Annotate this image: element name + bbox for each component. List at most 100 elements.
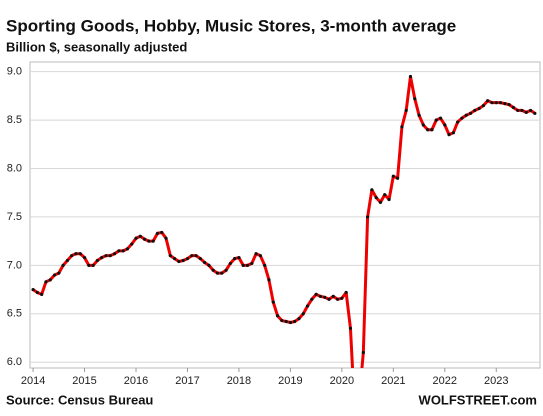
point <box>160 230 164 235</box>
point <box>288 320 293 325</box>
y-tick-label: 6.5 <box>7 308 22 320</box>
point <box>267 278 271 282</box>
point <box>91 263 95 267</box>
point <box>203 260 207 265</box>
point <box>340 296 344 300</box>
point <box>74 252 78 256</box>
point <box>374 195 378 200</box>
point <box>121 249 125 253</box>
point <box>245 263 250 267</box>
point <box>263 263 267 267</box>
point <box>65 258 70 263</box>
point <box>95 258 100 263</box>
point <box>82 256 87 260</box>
point <box>40 292 44 297</box>
point <box>134 236 138 240</box>
y-tick-label: 9.0 <box>7 66 22 78</box>
y-tick-label: 8.5 <box>7 114 22 126</box>
point <box>391 174 395 178</box>
point <box>460 116 464 120</box>
point <box>421 123 425 127</box>
point <box>198 256 202 261</box>
point <box>451 131 455 135</box>
point <box>280 318 284 323</box>
x-tick-label: 2015 <box>72 375 96 387</box>
point <box>378 200 383 205</box>
point <box>177 259 181 264</box>
point <box>344 290 348 295</box>
point <box>528 108 533 113</box>
point <box>293 319 297 324</box>
point <box>211 268 215 272</box>
point <box>413 97 417 101</box>
point <box>473 108 477 113</box>
point <box>511 105 515 110</box>
point <box>408 74 413 79</box>
y-tick-label: 6.0 <box>7 356 22 368</box>
point <box>284 319 288 324</box>
point <box>168 254 172 258</box>
point <box>57 271 61 275</box>
point <box>130 242 134 246</box>
point <box>494 101 498 105</box>
point <box>361 350 365 355</box>
point <box>52 273 57 277</box>
point <box>503 102 507 106</box>
point <box>383 193 387 197</box>
point <box>310 297 314 301</box>
point <box>224 268 228 272</box>
point <box>477 106 481 111</box>
point <box>181 258 185 263</box>
point <box>100 256 104 260</box>
point <box>434 118 438 122</box>
point <box>447 133 451 137</box>
point <box>250 261 254 266</box>
point <box>194 254 198 258</box>
point <box>524 110 528 114</box>
point <box>353 409 356 412</box>
chart-subtitle: Billion $, seasonally adjusted <box>6 39 187 54</box>
point <box>31 287 35 292</box>
point <box>233 256 237 261</box>
x-tick-label: 2017 <box>175 375 199 387</box>
point <box>464 113 468 117</box>
x-tick-label: 2018 <box>227 375 251 387</box>
point <box>486 99 490 103</box>
point <box>173 256 177 261</box>
x-tick-label: 2020 <box>330 375 354 387</box>
chart-title: Sporting Goods, Hobby, Music Stores, 3-m… <box>6 16 456 35</box>
point <box>125 247 130 251</box>
point <box>301 312 305 316</box>
plot <box>31 74 537 412</box>
point <box>185 256 190 261</box>
point <box>258 254 263 258</box>
point <box>48 278 52 282</box>
point <box>87 263 91 267</box>
y-tick-label: 8.0 <box>7 162 22 174</box>
x-tick-label: 2021 <box>381 375 405 387</box>
point <box>400 125 404 129</box>
point <box>254 252 258 256</box>
point <box>147 239 151 243</box>
point <box>357 399 360 402</box>
point <box>108 254 112 258</box>
point <box>143 237 147 241</box>
point <box>228 261 232 266</box>
point <box>138 234 142 238</box>
point <box>241 263 245 267</box>
point <box>387 197 391 202</box>
y-tick-label: 7.5 <box>7 211 22 223</box>
point <box>443 123 447 127</box>
point <box>481 103 485 108</box>
x-tick-label: 2019 <box>278 375 302 387</box>
point <box>297 317 301 321</box>
point <box>305 304 310 308</box>
point <box>404 108 408 113</box>
point <box>112 252 117 256</box>
point <box>396 176 400 180</box>
point <box>151 239 155 243</box>
point <box>190 254 194 258</box>
point <box>490 101 494 105</box>
point <box>237 256 241 260</box>
